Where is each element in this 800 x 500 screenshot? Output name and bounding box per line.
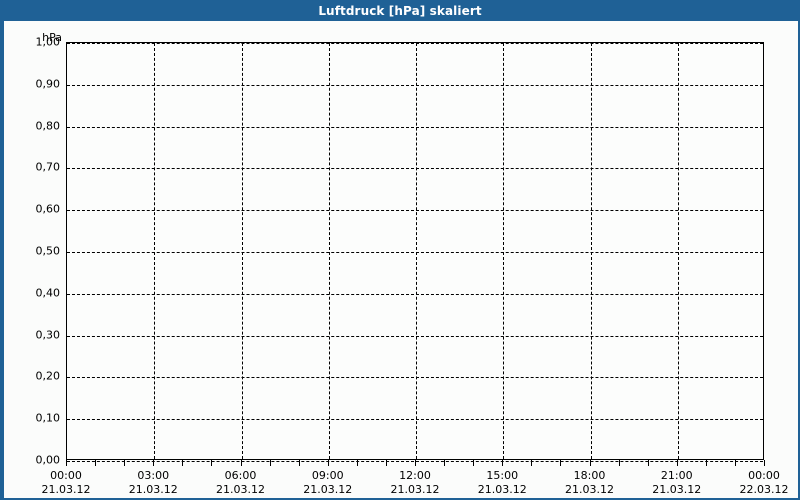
x-axis-minor-tick xyxy=(647,460,649,466)
y-axis-tick-label: 0,00 xyxy=(35,453,61,467)
plot-area xyxy=(66,42,764,462)
x-axis-tick-time: 03:00 xyxy=(137,469,170,482)
y-axis-tick-label: 0,10 xyxy=(35,411,61,425)
x-axis-minor-tick xyxy=(124,460,126,466)
gridline-vertical xyxy=(503,43,505,459)
x-axis-tick-label: 00:00 22.03.12 xyxy=(704,469,798,497)
x-axis-minor-tick xyxy=(356,460,358,466)
gridline-horizontal xyxy=(67,293,763,295)
x-axis-tick-date: 21.03.12 xyxy=(41,483,91,496)
x-axis-minor-tick xyxy=(560,460,562,466)
x-axis-minor-tick xyxy=(415,460,416,466)
x-axis-minor-tick xyxy=(182,460,184,466)
gridline-vertical xyxy=(154,43,156,459)
y-axis-tick-label: 0,70 xyxy=(35,160,61,174)
x-axis-tick-label: 06:00 21.03.12 xyxy=(181,469,301,497)
x-axis-minor-tick xyxy=(473,460,475,466)
window-title-bar: Luftdruck [hPa] skaliert xyxy=(4,0,798,21)
x-axis-tick-date: 22.03.12 xyxy=(739,483,789,496)
x-axis-minor-tick xyxy=(327,460,329,466)
x-axis-tick-date: 21.03.12 xyxy=(652,483,702,496)
x-axis-tick-time: 09:00 xyxy=(311,469,344,482)
gridline-horizontal xyxy=(67,252,763,253)
y-axis-tick-label: 0,20 xyxy=(35,369,61,383)
x-axis-minor-tick xyxy=(531,460,533,466)
x-axis-minor-tick xyxy=(705,460,707,466)
x-axis-minor-tick xyxy=(298,460,300,466)
gridline-vertical xyxy=(241,43,243,459)
x-axis-minor-tick xyxy=(618,460,620,466)
x-axis-tick-label: 09:00 21.03.12 xyxy=(268,469,388,497)
x-axis-tick-date: 21.03.12 xyxy=(565,483,614,496)
x-axis-tick-label: 15:00 21.03.12 xyxy=(442,469,562,497)
gridline-horizontal xyxy=(67,377,763,379)
x-axis-minor-tick xyxy=(385,460,387,466)
x-axis-tick-time: 21:00 xyxy=(660,469,693,482)
x-axis-minor-tick xyxy=(734,460,736,466)
x-axis-tick-label: 12:00 21.03.12 xyxy=(355,469,475,497)
x-axis-minor-tick xyxy=(764,460,765,466)
x-axis-tick-date: 21.03.12 xyxy=(477,483,527,496)
gridline-vertical xyxy=(677,43,679,459)
y-axis-tick-label: 0,50 xyxy=(35,244,61,258)
y-axis-tick-label: 0,60 xyxy=(35,202,61,216)
x-axis-tick-time: 00:00 xyxy=(50,469,82,482)
y-axis-tick-label: 1,00 xyxy=(35,35,61,49)
x-axis-minor-tick xyxy=(240,460,242,466)
gridline-vertical xyxy=(328,43,330,459)
gridline-horizontal xyxy=(67,210,763,212)
x-axis-tick-date: 21.03.12 xyxy=(216,483,265,496)
x-axis-tick-label: 18:00 21.03.12 xyxy=(530,469,650,497)
gridline-horizontal xyxy=(67,168,763,170)
x-axis-minor-tick xyxy=(502,460,504,466)
x-axis-tick-label: 21:00 21.03.12 xyxy=(617,469,737,497)
x-axis-minor-tick xyxy=(95,460,97,466)
gridline-horizontal xyxy=(67,335,763,337)
x-axis-minor-tick xyxy=(676,460,678,466)
x-axis-minor-tick xyxy=(153,460,155,466)
y-axis-tick-label: 0,30 xyxy=(35,328,61,342)
x-axis-tick-date: 21.03.12 xyxy=(303,483,353,496)
y-axis-tick-label: 0,80 xyxy=(35,119,61,133)
gridline-vertical xyxy=(416,43,417,459)
x-axis-tick-time: 00:00 xyxy=(748,469,780,482)
x-axis-tick-time: 06:00 xyxy=(224,469,257,482)
gridline-vertical xyxy=(590,43,592,459)
x-axis-tick-time: 15:00 xyxy=(486,469,519,482)
x-axis-minor-tick xyxy=(269,460,271,466)
gridline-horizontal xyxy=(67,126,763,128)
x-axis-minor-tick xyxy=(444,460,446,466)
page-title: Luftdruck [hPa] skaliert xyxy=(318,3,482,18)
y-axis-tick-label: 0,90 xyxy=(35,77,61,91)
x-axis-tick-time: 12:00 xyxy=(399,469,431,482)
y-axis-tick-label: 0,40 xyxy=(35,286,61,300)
gridline-horizontal xyxy=(67,419,763,421)
gridline-horizontal xyxy=(67,43,763,44)
y-axis-unit-label: hPa xyxy=(42,31,62,44)
x-axis-minor-tick xyxy=(589,460,591,466)
gridline-horizontal xyxy=(67,84,763,86)
chart-canvas: hPa 0,00 0,10 0,20 0,30 0,40 0,50 0,60 0,70 0,80… xyxy=(4,21,798,498)
x-axis-tick-label: 03:00 21.03.12 xyxy=(93,469,213,497)
x-axis-tick-date: 21.03.12 xyxy=(128,483,178,496)
x-axis-minor-tick xyxy=(66,460,67,466)
x-axis-tick-date: 21.03.12 xyxy=(390,483,440,496)
x-axis-tick-time: 18:00 xyxy=(573,469,606,482)
x-axis-minor-tick xyxy=(211,460,213,466)
x-axis-tick-label: 00:00 21.03.12 xyxy=(6,469,126,497)
